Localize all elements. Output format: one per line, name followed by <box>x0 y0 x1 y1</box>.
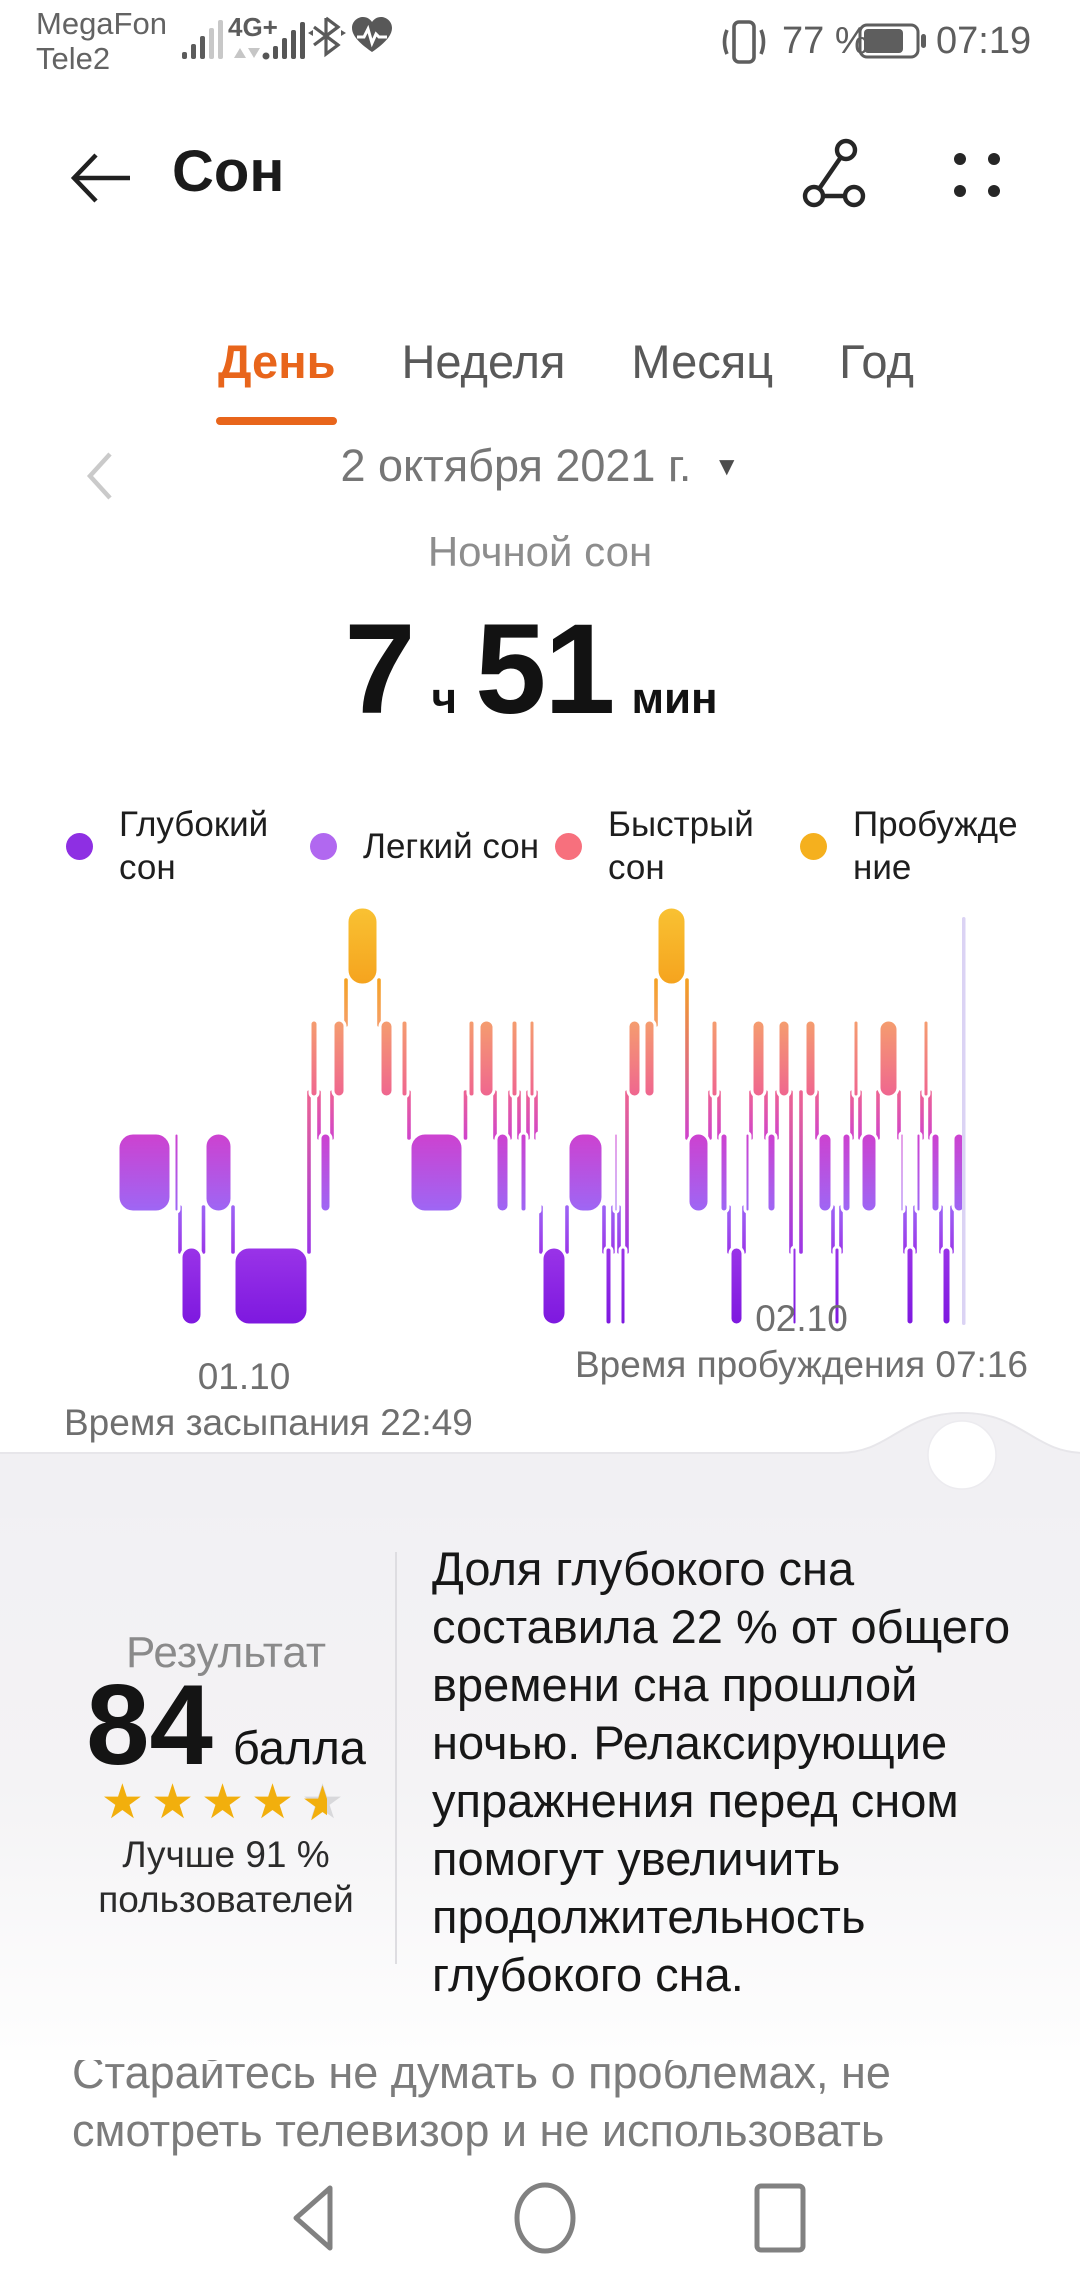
wake-caption: Время пробуждения 07:16 <box>575 1344 1028 1385</box>
awake-dot-icon <box>800 832 827 860</box>
signal-icon-sim2 <box>262 22 305 60</box>
star-rating: ★★★★★★ <box>100 1776 352 1831</box>
date-dropdown[interactable]: 2 октября 2021 г. ▼ <box>0 440 1080 492</box>
tab-week[interactable]: Неделя <box>401 335 566 388</box>
deep-sleep-dot-icon <box>66 832 93 860</box>
percentile-label: Лучше 91 % пользователей <box>98 1834 354 1920</box>
dropdown-caret-icon: ▼ <box>713 451 740 481</box>
nav-home-button[interactable] <box>512 2180 578 2256</box>
sleep-start-caption: Время засыпания 22:49 <box>64 1402 473 1443</box>
share-icon[interactable] <box>800 136 872 212</box>
deep-sleep-insight-text: Доля глубокого сна составила 22 % от общ… <box>432 1542 1011 2001</box>
tab-month[interactable]: Месяц <box>631 335 774 388</box>
score-value: 84 <box>86 1662 213 1789</box>
wake-date: 02.10 <box>755 1298 848 1339</box>
page-title: Сон <box>172 139 285 204</box>
battery-icon <box>858 23 926 59</box>
vertical-divider <box>395 1552 397 1964</box>
score-section-label: Результат <box>125 1628 327 1677</box>
android-navigation-bar <box>0 2170 1080 2280</box>
panel-wave-edge <box>0 1411 1080 1518</box>
sleep-tip-text: Старайтесь не думать о проблемах, не смо… <box>72 2047 891 2156</box>
carrier-line2: Tele2 <box>36 41 111 76</box>
carrier-label: MegaFon Tele2 <box>36 6 167 76</box>
battery-percent-label: 77 % <box>782 20 869 62</box>
wake-time-annotation: 02.10 Время пробуждения 07:16 <box>575 1296 1028 1388</box>
duration-minutes: 51 <box>475 598 615 741</box>
duration-hours: 7 <box>344 598 415 741</box>
score-unit: балла <box>232 1721 366 1774</box>
duration-hours-unit: ч <box>431 674 458 723</box>
tab-day[interactable]: День <box>216 320 338 425</box>
period-tabs: День Неделя Месяц Год <box>216 320 916 425</box>
legend-label: Легкий сон <box>363 826 540 866</box>
legend-item-awake: Пробужде ние <box>800 798 1018 894</box>
pull-handle[interactable] <box>927 1420 997 1490</box>
sleep-start-annotation: 01.10 Время засыпания 22:49 <box>64 1354 473 1446</box>
legend-label: Пробужде <box>853 805 1018 844</box>
sleep-stage-legend: Глубокий сон Легкий сон Быстрый сон Пробуж… <box>0 798 1080 894</box>
date-navigation: 2 октября 2021 г. ▼ <box>0 440 1080 510</box>
heart-rate-icon <box>352 17 392 52</box>
sleep-stage-chart[interactable] <box>0 895 1080 1340</box>
bluetooth-icon <box>313 16 341 58</box>
header: Сон <box>0 128 1080 232</box>
status-icons: 4G+ <box>182 12 392 60</box>
vibrate-icon <box>722 20 766 64</box>
nav-recents-button[interactable] <box>752 2180 808 2256</box>
back-button[interactable] <box>66 150 136 206</box>
data-arrows-icon <box>234 48 260 58</box>
battery-fill <box>864 29 903 53</box>
legend-item-deep: Глубокий сон <box>66 798 268 894</box>
night-sleep-label: Ночной сон <box>427 528 653 575</box>
tab-year[interactable]: Год <box>839 335 914 388</box>
sleep-duration: 7 ч 51 мин <box>0 596 1080 743</box>
rem-sleep-dot-icon <box>555 832 582 860</box>
sleep-score-panel: Результат 84 балла ★★★★★★ Лучше 91 % пол… <box>0 1452 1080 2060</box>
light-sleep-dot-icon <box>310 832 337 860</box>
overflow-menu-icon[interactable] <box>944 144 1010 206</box>
nav-back-button[interactable] <box>284 2180 342 2256</box>
legend-label: Быстрый <box>608 805 754 844</box>
legend-label: Глубокий <box>119 805 269 844</box>
legend-item-rem: Быстрый сон <box>555 798 754 894</box>
bluetooth-arrow-right <box>341 30 346 36</box>
sleep-score: 84 балла <box>0 1660 452 1791</box>
clock-label: 07:19 <box>936 20 1032 62</box>
network-type-label: 4G+ <box>228 12 278 42</box>
previous-day-chevron[interactable] <box>82 450 118 502</box>
sleep-start-date: 01.10 <box>197 1356 291 1397</box>
carrier-line1: MegaFon <box>36 6 167 41</box>
duration-minutes-unit: мин <box>631 674 718 723</box>
date-label: 2 октября 2021 г. <box>340 440 692 491</box>
status-bar: MegaFon Tele2 4G+ <box>0 0 1080 82</box>
signal-icon-sim1 <box>182 20 223 59</box>
bluetooth-arrow-left <box>308 30 313 36</box>
legend-item-light: Легкий сон <box>310 798 539 894</box>
